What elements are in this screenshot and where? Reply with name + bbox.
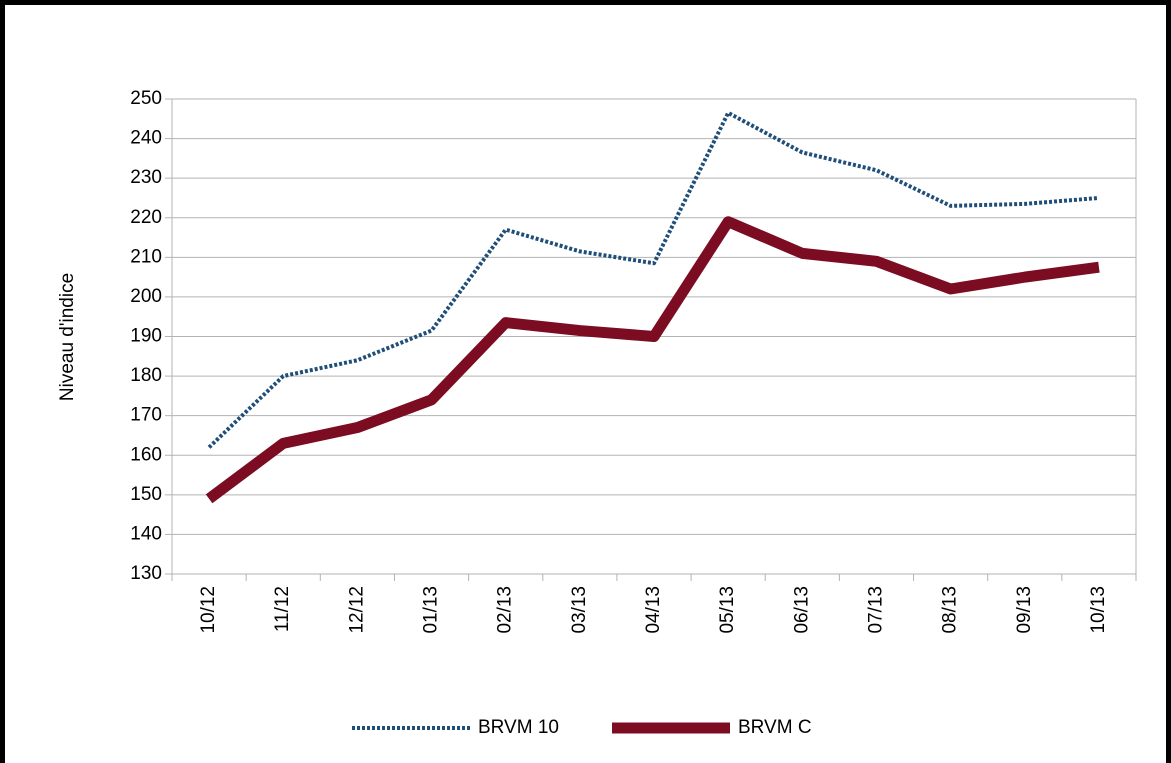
y-tick-label: 230 bbox=[130, 167, 162, 188]
y-tick-label: 210 bbox=[130, 246, 162, 267]
y-axis-title: Niveau d'indice bbox=[57, 273, 78, 401]
x-tick-label: 03/13 bbox=[569, 586, 590, 634]
y-tick-label: 180 bbox=[130, 365, 162, 386]
y-tick-label: 190 bbox=[130, 326, 162, 347]
x-tick-label: 02/13 bbox=[495, 586, 516, 634]
y-tick-label: 150 bbox=[130, 484, 162, 505]
y-tick-label: 160 bbox=[130, 444, 162, 465]
legend-label: BRVM C bbox=[738, 717, 812, 738]
y-tick-label: 130 bbox=[130, 563, 162, 584]
line-series bbox=[207, 110, 1100, 449]
y-tick-label: 240 bbox=[130, 128, 162, 149]
x-tick-label: 05/13 bbox=[717, 586, 738, 634]
x-tick-label: 01/13 bbox=[421, 586, 442, 634]
legend-label: BRVM 10 bbox=[478, 717, 559, 738]
x-tick-label: 09/13 bbox=[1014, 586, 1035, 634]
x-tick-label: 04/13 bbox=[643, 586, 664, 634]
y-tick-label: 170 bbox=[130, 405, 162, 426]
x-tick-label: 12/12 bbox=[346, 586, 367, 634]
line-series bbox=[205, 216, 1100, 504]
y-tick-label: 140 bbox=[130, 523, 162, 544]
y-tick-label: 200 bbox=[130, 286, 162, 307]
x-tick-label: 10/13 bbox=[1088, 586, 1109, 634]
x-tick-label: 10/12 bbox=[198, 586, 219, 634]
y-tick-label: 250 bbox=[130, 88, 162, 109]
y-tick-label: 220 bbox=[130, 207, 162, 228]
x-tick-label: 08/13 bbox=[940, 586, 961, 634]
x-tick-label: 06/13 bbox=[791, 586, 812, 634]
x-tick-label: 11/12 bbox=[272, 586, 293, 632]
x-tick-label: 07/13 bbox=[865, 586, 886, 634]
